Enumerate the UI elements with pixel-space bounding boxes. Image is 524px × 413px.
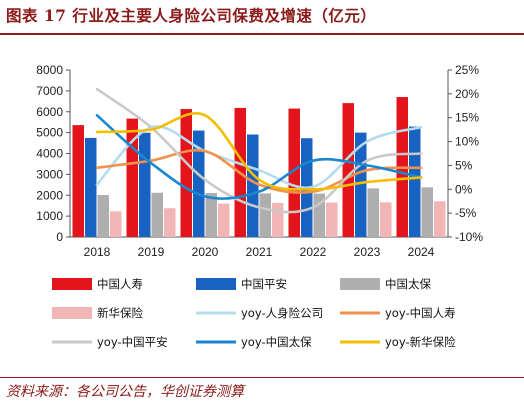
y2-tick-label: -5% xyxy=(455,206,477,220)
legend-label: yoy-中国平安 xyxy=(97,335,168,349)
y2-tick-label: 0% xyxy=(455,182,473,196)
bar-3 xyxy=(151,192,163,237)
x-tick-label: 2018 xyxy=(84,245,111,259)
legend-swatch xyxy=(340,278,380,290)
bar-2 xyxy=(139,132,151,237)
bar-1 xyxy=(126,118,138,237)
y-tick-label: 5000 xyxy=(36,126,63,140)
y-tick-label: 4000 xyxy=(36,147,63,161)
bar-1 xyxy=(288,108,300,238)
legend-label: yoy-人身险公司 xyxy=(241,306,323,320)
x-tick-label: 2019 xyxy=(138,245,165,259)
line-series-1 xyxy=(95,125,423,190)
bar-4 xyxy=(380,202,392,237)
bar-2 xyxy=(409,126,421,237)
bar-2 xyxy=(193,130,205,237)
bar-1 xyxy=(342,103,354,237)
y2-tick-label: 20% xyxy=(455,87,479,101)
line-series-2 xyxy=(95,148,423,194)
bar-3 xyxy=(205,192,217,237)
y2-tick-label: -10% xyxy=(455,230,483,244)
line-series-3 xyxy=(95,87,423,214)
bar-4 xyxy=(110,211,122,237)
bar-2 xyxy=(355,132,367,237)
legend-label: 中国平安 xyxy=(241,277,287,291)
legend-label: yoy-中国太保 xyxy=(241,335,312,349)
legend-label: 中国太保 xyxy=(385,277,431,291)
y2-tick-label: 5% xyxy=(455,158,473,172)
premium-chart: 0 1000 2000 3000 4000 5000 6000 7000 8000 -10% -5%… xyxy=(36,63,483,349)
y-tick-label: 6000 xyxy=(36,105,63,119)
x-tick-label: 2022 xyxy=(300,245,327,259)
bar-4 xyxy=(218,203,230,237)
bar-1 xyxy=(72,125,84,237)
legend-label: 新华保险 xyxy=(97,306,143,320)
y2-tick-label: 10% xyxy=(455,135,479,149)
bar-1 xyxy=(180,109,192,237)
line-series-5 xyxy=(95,112,423,191)
bar-3 xyxy=(313,193,325,237)
legend-swatch xyxy=(196,278,236,290)
legend-label: yoy-中国人寿 xyxy=(385,306,456,320)
y-tick-label: 3000 xyxy=(36,167,63,181)
x-tick-label: 2023 xyxy=(354,245,381,259)
x-tick-label: 2021 xyxy=(246,245,273,259)
legend-label: yoy-新华保险 xyxy=(385,335,456,349)
legend-label: 中国人寿 xyxy=(97,277,143,291)
x-tick-label: 2020 xyxy=(192,245,219,259)
title-divider xyxy=(0,33,524,35)
bar-4 xyxy=(326,202,338,237)
y2-tick-label: 25% xyxy=(455,63,479,77)
source-divider xyxy=(0,377,524,378)
y2-tick-label: 15% xyxy=(455,111,479,125)
x-tick-label: 2024 xyxy=(408,245,435,259)
y-tick-label: 1000 xyxy=(36,209,63,223)
y-tick-label: 0 xyxy=(56,230,63,244)
bar-3 xyxy=(421,187,433,237)
source-note: 资料来源：各公司公告，华创证券测算 xyxy=(6,384,244,400)
bar-2 xyxy=(85,137,97,237)
bar-3 xyxy=(259,193,271,237)
y-tick-label: 2000 xyxy=(36,188,63,202)
bar-4 xyxy=(272,202,284,237)
bar-3 xyxy=(367,188,379,237)
bar-2 xyxy=(247,134,259,237)
figure-title: 图表 17 行业及主要人身险公司保费及增速（亿元） xyxy=(6,6,377,25)
bar-4 xyxy=(434,201,446,237)
legend-swatch xyxy=(52,278,92,290)
y-tick-label: 8000 xyxy=(36,63,63,77)
bar-3 xyxy=(97,195,109,237)
y-tick-label: 7000 xyxy=(36,84,63,98)
bar-4 xyxy=(164,208,176,237)
line-series-4 xyxy=(95,114,423,200)
legend-swatch xyxy=(52,307,92,319)
